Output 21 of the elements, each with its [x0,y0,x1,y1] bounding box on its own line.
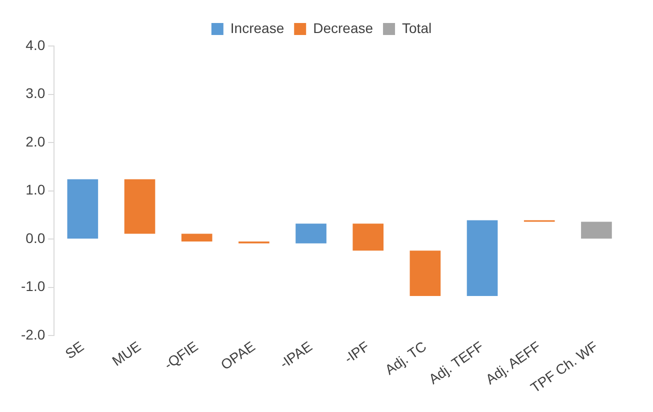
x-tick-label: SE [62,338,87,362]
legend-label: Increase [230,20,284,36]
bar [352,224,384,251]
legend-label: Total [402,20,432,36]
x-tick-label: Adj. TC [382,338,430,378]
bar [181,234,212,242]
legend-label: Decrease [313,20,374,36]
x-tick-label: -IPF [341,338,372,366]
y-tick-label: -2.0 [21,326,46,342]
y-tick-label: 4.0 [26,36,46,53]
bar [296,224,326,244]
bar [410,250,441,296]
y-tick-label: -1.0 [21,278,46,294]
y-tick-label: 0.0 [26,230,46,246]
bar [67,179,98,239]
bar [581,222,612,239]
y-tick-label: 3.0 [26,85,46,102]
y-tick-label: 2.0 [26,133,46,150]
y-tick-label: 1.0 [26,182,46,198]
bar [466,220,498,296]
bar [124,179,156,234]
